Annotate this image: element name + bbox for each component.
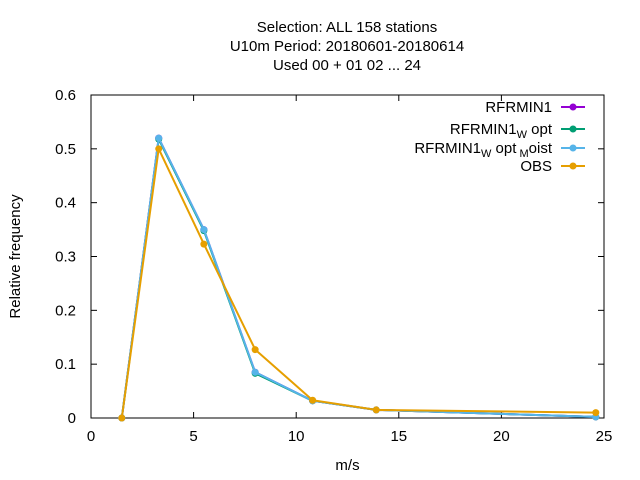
legend-swatch-point — [569, 125, 577, 133]
data-point — [592, 409, 600, 417]
x-tick-label: 25 — [596, 428, 613, 445]
legend-label: OBS — [520, 158, 552, 175]
x-tick-label: 5 — [189, 428, 197, 445]
legend-label: RFRMIN1 — [485, 99, 552, 116]
y-tick-label: 0 — [68, 410, 76, 427]
y-axis-label: Relative frequency — [7, 194, 24, 319]
legend-swatch-point — [569, 162, 577, 170]
x-tick-label: 0 — [87, 428, 95, 445]
legend-entry: OBS — [520, 158, 585, 175]
chart-title-line: Selection: ALL 158 stations — [257, 19, 437, 36]
series-layer — [118, 134, 600, 422]
y-tick-label: 0.3 — [55, 249, 76, 266]
y-tick-label: 0.6 — [55, 87, 76, 104]
y-tick-label: 0.2 — [55, 302, 76, 319]
data-point — [155, 145, 163, 153]
data-point — [309, 396, 317, 404]
series-line — [120, 138, 596, 419]
series-line — [120, 137, 596, 419]
series-line — [120, 137, 596, 419]
x-tick-label: 20 — [493, 428, 510, 445]
x-tick-label: 15 — [390, 428, 407, 445]
x-tick-label: 10 — [288, 428, 305, 445]
legend-label: RFRMIN1W opt — [450, 121, 553, 141]
data-point — [118, 414, 126, 422]
chart-title: Selection: ALL 158 stations U10m Period: … — [230, 19, 464, 74]
x-axis: 0 5 10 15 20 25 — [87, 95, 613, 445]
data-point — [251, 368, 259, 376]
series-1 — [118, 134, 600, 422]
data-point — [200, 240, 208, 248]
y-tick-label: 0.5 — [55, 141, 76, 158]
data-point — [372, 406, 380, 414]
y-tick-label: 0.1 — [55, 356, 76, 373]
plot-frame — [90, 94, 605, 419]
y-tick-label: 0.4 — [55, 195, 76, 212]
legend-entry: RFRMIN1W opt — [450, 121, 585, 141]
chart-title-line: U10m Period: 20180601-20180614 — [230, 38, 464, 55]
series-4 — [118, 145, 600, 422]
data-point — [251, 346, 259, 354]
series-line — [120, 147, 596, 419]
legend-entry: RFRMIN1 — [485, 99, 585, 116]
series-2 — [118, 135, 600, 422]
legend-label: RFRMIN1W opt Moist — [414, 140, 553, 160]
series-3 — [118, 134, 600, 422]
legend-entry: RFRMIN1W opt Moist — [414, 140, 585, 160]
legend-swatch-point — [569, 144, 577, 152]
data-point — [155, 134, 163, 142]
x-axis-label: m/s — [335, 457, 359, 474]
y-axis: 0 0.1 0.2 0.3 0.4 0.5 0.6 — [55, 87, 604, 427]
chart-title-line: Used 00 + 01 02 ... 24 — [273, 57, 421, 74]
legend-swatch-point — [569, 103, 577, 111]
data-point — [200, 226, 208, 234]
